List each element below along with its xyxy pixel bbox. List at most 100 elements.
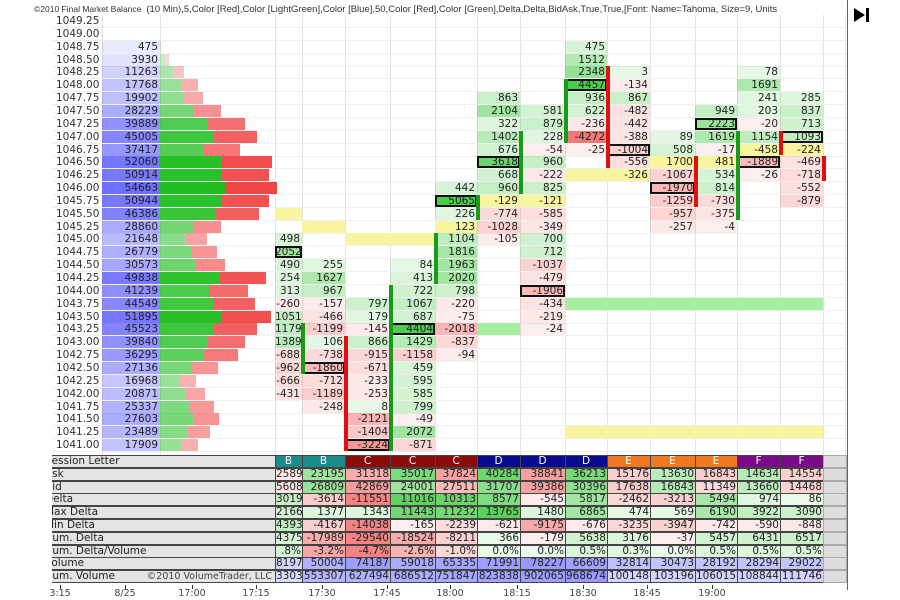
grid-line [520, 15, 521, 455]
stats-cell: 1480 [520, 506, 566, 520]
footprint-cell: -121 [520, 194, 565, 207]
profile-ask-bar [214, 323, 257, 336]
profile-bid-bar [160, 233, 186, 246]
grid-line [52, 91, 847, 93]
axis-label: 18:45 [633, 588, 661, 599]
footprint-cell: 255 [302, 259, 345, 272]
stats-cell: 111746 [780, 570, 824, 584]
stats-cell: 15176 [607, 467, 651, 481]
footprint-cell: 2223 [695, 117, 737, 130]
profile-volume-cell: 46386 [102, 207, 160, 220]
stats-cell: 24001 [390, 480, 436, 494]
stats-cell: -3947 [650, 519, 696, 532]
stats-cell: -621 [477, 519, 521, 532]
price-label: 1047.00 [56, 130, 100, 143]
footprint-cell: 1963 [435, 259, 477, 272]
session-letter-cell: C [345, 455, 391, 468]
footprint-cell: 3 [607, 66, 650, 79]
stats-cell: 5608 [275, 480, 303, 494]
footprint-cell: 285 [780, 92, 823, 105]
footprint-cell: 2104 [477, 104, 520, 117]
stats-cell: -2462 [607, 493, 651, 507]
grid-line [52, 65, 847, 67]
axis-label: 17:15 [242, 588, 270, 599]
profile-bid-bar [160, 104, 194, 117]
stats-cell: 5457 [695, 531, 738, 545]
footprint-cell: 668 [477, 169, 520, 182]
footprint-cell: -871 [390, 439, 435, 452]
footprint-cell: 825 [520, 182, 565, 195]
stats-cell: -9175 [520, 519, 566, 532]
stats-cell: 42869 [345, 480, 391, 494]
footprint-cell: 508 [650, 143, 695, 156]
profile-ask-bar [188, 426, 210, 439]
price-label: 1046.25 [56, 169, 100, 182]
price-label: 1044.50 [56, 259, 100, 272]
row-label-text: Cum. Delta [52, 531, 104, 544]
row-label: Bid [52, 480, 275, 494]
footprint-cell: -552 [780, 182, 823, 195]
profile-volume-cell: 20871 [102, 387, 160, 400]
price-label: 1045.50 [56, 207, 100, 220]
footprint-cell: 2052 [275, 246, 302, 259]
footprint-cell: 1093 [780, 130, 823, 143]
skip-to-end-button[interactable] [852, 5, 872, 25]
profile-volume-cell: 39889 [102, 117, 160, 130]
profile-bid-bar [160, 259, 196, 272]
footprint-cell: -1067 [650, 169, 695, 182]
profile-ask-bar [173, 66, 184, 79]
footprint-cell: -388 [607, 130, 650, 143]
footprint-cell: 687 [390, 310, 435, 323]
stats-cell: 30396 [565, 480, 608, 494]
stats-row: Cum. Delta 4375-17989-29540-18524-8211366… [52, 531, 847, 545]
grid-line [52, 104, 847, 106]
profile-volume-cell: 17909 [102, 439, 160, 452]
footprint-cell: 413 [390, 272, 435, 284]
profile-bid-bar [160, 92, 184, 105]
stats-cell: 13660 [737, 480, 781, 494]
stats-cell: 108844 [737, 570, 781, 584]
up-candle-bar [389, 284, 393, 452]
footprint-cell: -253 [345, 387, 390, 400]
profile-volume-cell: 11263 [102, 66, 160, 79]
up-candle-bar [476, 194, 480, 220]
profile-ask-bar [193, 413, 219, 426]
footprint-cell: -837 [435, 336, 477, 349]
stats-cell: 8197 [275, 557, 303, 571]
grid-line [52, 438, 847, 440]
stats-cell: 23195 [302, 467, 346, 481]
profile-bid-bar [160, 220, 194, 233]
grid-line [52, 129, 847, 131]
stats-cell: 0.5% [780, 544, 824, 558]
footprint-cell: -75 [435, 310, 477, 323]
footprint-cell: 4457 [565, 79, 607, 92]
price-label: 1047.50 [56, 104, 100, 117]
profile-ask-bar [184, 92, 203, 105]
axis-tick [256, 585, 257, 589]
footprint-cell: -157 [302, 297, 345, 310]
grid-line [52, 245, 847, 247]
profile-ask-bar [213, 297, 255, 310]
price-label: 1042.75 [56, 349, 100, 362]
stats-cell: 974 [737, 493, 781, 507]
row-label-text: Session Letter [52, 455, 120, 467]
axis-tick [583, 585, 584, 589]
footprint-cell: -1889 [737, 156, 780, 169]
session-letter-cell: B [302, 455, 346, 468]
stats-cell: 11016 [390, 493, 436, 507]
footprint-cell: 1051 [275, 310, 302, 323]
footprint-cell: -1860 [302, 361, 345, 374]
footprint-cell: -957 [650, 207, 695, 220]
stats-cell: .8% [275, 544, 303, 558]
stats-cell: 6517 [780, 531, 824, 545]
up-candle-bar [519, 130, 523, 195]
row-label: Cum. Delta/Volume [52, 544, 275, 558]
footprint-cell: -1199 [302, 323, 345, 336]
down-candle-bar [606, 66, 610, 169]
footprint-cell: -4272 [565, 130, 607, 143]
footprint-cell: -1906 [520, 284, 565, 297]
stats-cell: 16843 [695, 467, 738, 481]
profile-volume-cell: 21648 [102, 233, 160, 246]
stats-cell: 1377 [302, 506, 346, 520]
row-label-text: Min Delta [52, 519, 95, 531]
